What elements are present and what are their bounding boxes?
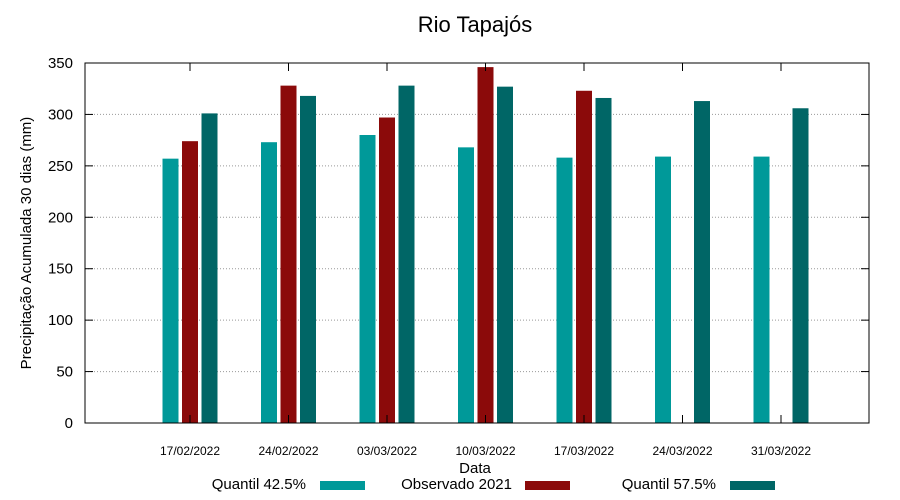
legend-label: Quantil 57.5% bbox=[622, 476, 716, 493]
bar bbox=[556, 157, 573, 423]
chart-title: Rio Tapajós bbox=[418, 12, 533, 37]
y-tick-label: 0 bbox=[65, 415, 73, 432]
y-axis-ticks: 0 50 100 150 200 250 300 350 bbox=[48, 55, 869, 432]
bar bbox=[792, 108, 809, 423]
bar bbox=[655, 156, 671, 423]
y-tick-label: 150 bbox=[48, 261, 73, 278]
x-tick-label: 31/03/2022 bbox=[751, 444, 811, 458]
y-tick-label: 100 bbox=[48, 312, 73, 329]
bar bbox=[694, 101, 710, 424]
y-tick-label: 250 bbox=[48, 158, 73, 175]
y-tick-label: 350 bbox=[48, 55, 73, 72]
bar bbox=[182, 141, 198, 423]
legend-swatch bbox=[730, 481, 775, 490]
x-tick-label: 24/03/2022 bbox=[652, 444, 712, 458]
x-tick-label: 17/02/2022 bbox=[160, 444, 220, 458]
x-tick-label: 03/03/2022 bbox=[357, 444, 417, 458]
bar bbox=[497, 86, 513, 424]
bar bbox=[261, 142, 277, 423]
bars bbox=[162, 67, 809, 424]
legend-label: Observado 2021 bbox=[401, 476, 512, 493]
x-tick-label: 17/03/2022 bbox=[554, 444, 614, 458]
bar bbox=[359, 135, 376, 423]
y-tick-label: 50 bbox=[56, 364, 73, 381]
legend-swatch bbox=[320, 481, 365, 490]
bar bbox=[201, 113, 218, 424]
x-tick-label: 10/03/2022 bbox=[455, 444, 515, 458]
bar bbox=[162, 158, 179, 423]
legend-label: Quantil 42.5% bbox=[212, 476, 306, 493]
legend: Quantil 42.5% Observado 2021 Quantil 57.5% bbox=[212, 476, 775, 493]
bar bbox=[595, 97, 612, 423]
x-axis-label: Data bbox=[459, 460, 491, 477]
y-tick-label: 200 bbox=[48, 209, 73, 226]
bar bbox=[477, 67, 494, 423]
bar bbox=[458, 147, 474, 424]
bar bbox=[379, 117, 395, 423]
bar bbox=[398, 85, 415, 423]
x-axis-ticks: 17/02/2022 24/02/2022 03/03/2022 10/03/2022… bbox=[160, 63, 811, 458]
bar bbox=[280, 85, 297, 423]
bar bbox=[576, 90, 592, 424]
bar bbox=[753, 156, 770, 423]
x-tick-label: 24/02/2022 bbox=[258, 444, 318, 458]
plot-area-border bbox=[84, 62, 870, 424]
y-tick-label: 300 bbox=[48, 106, 73, 123]
bar bbox=[300, 95, 316, 424]
y-axis-label: Precipitação Acumulada 30 dias (mm) bbox=[18, 117, 35, 370]
legend-swatch bbox=[525, 481, 570, 490]
